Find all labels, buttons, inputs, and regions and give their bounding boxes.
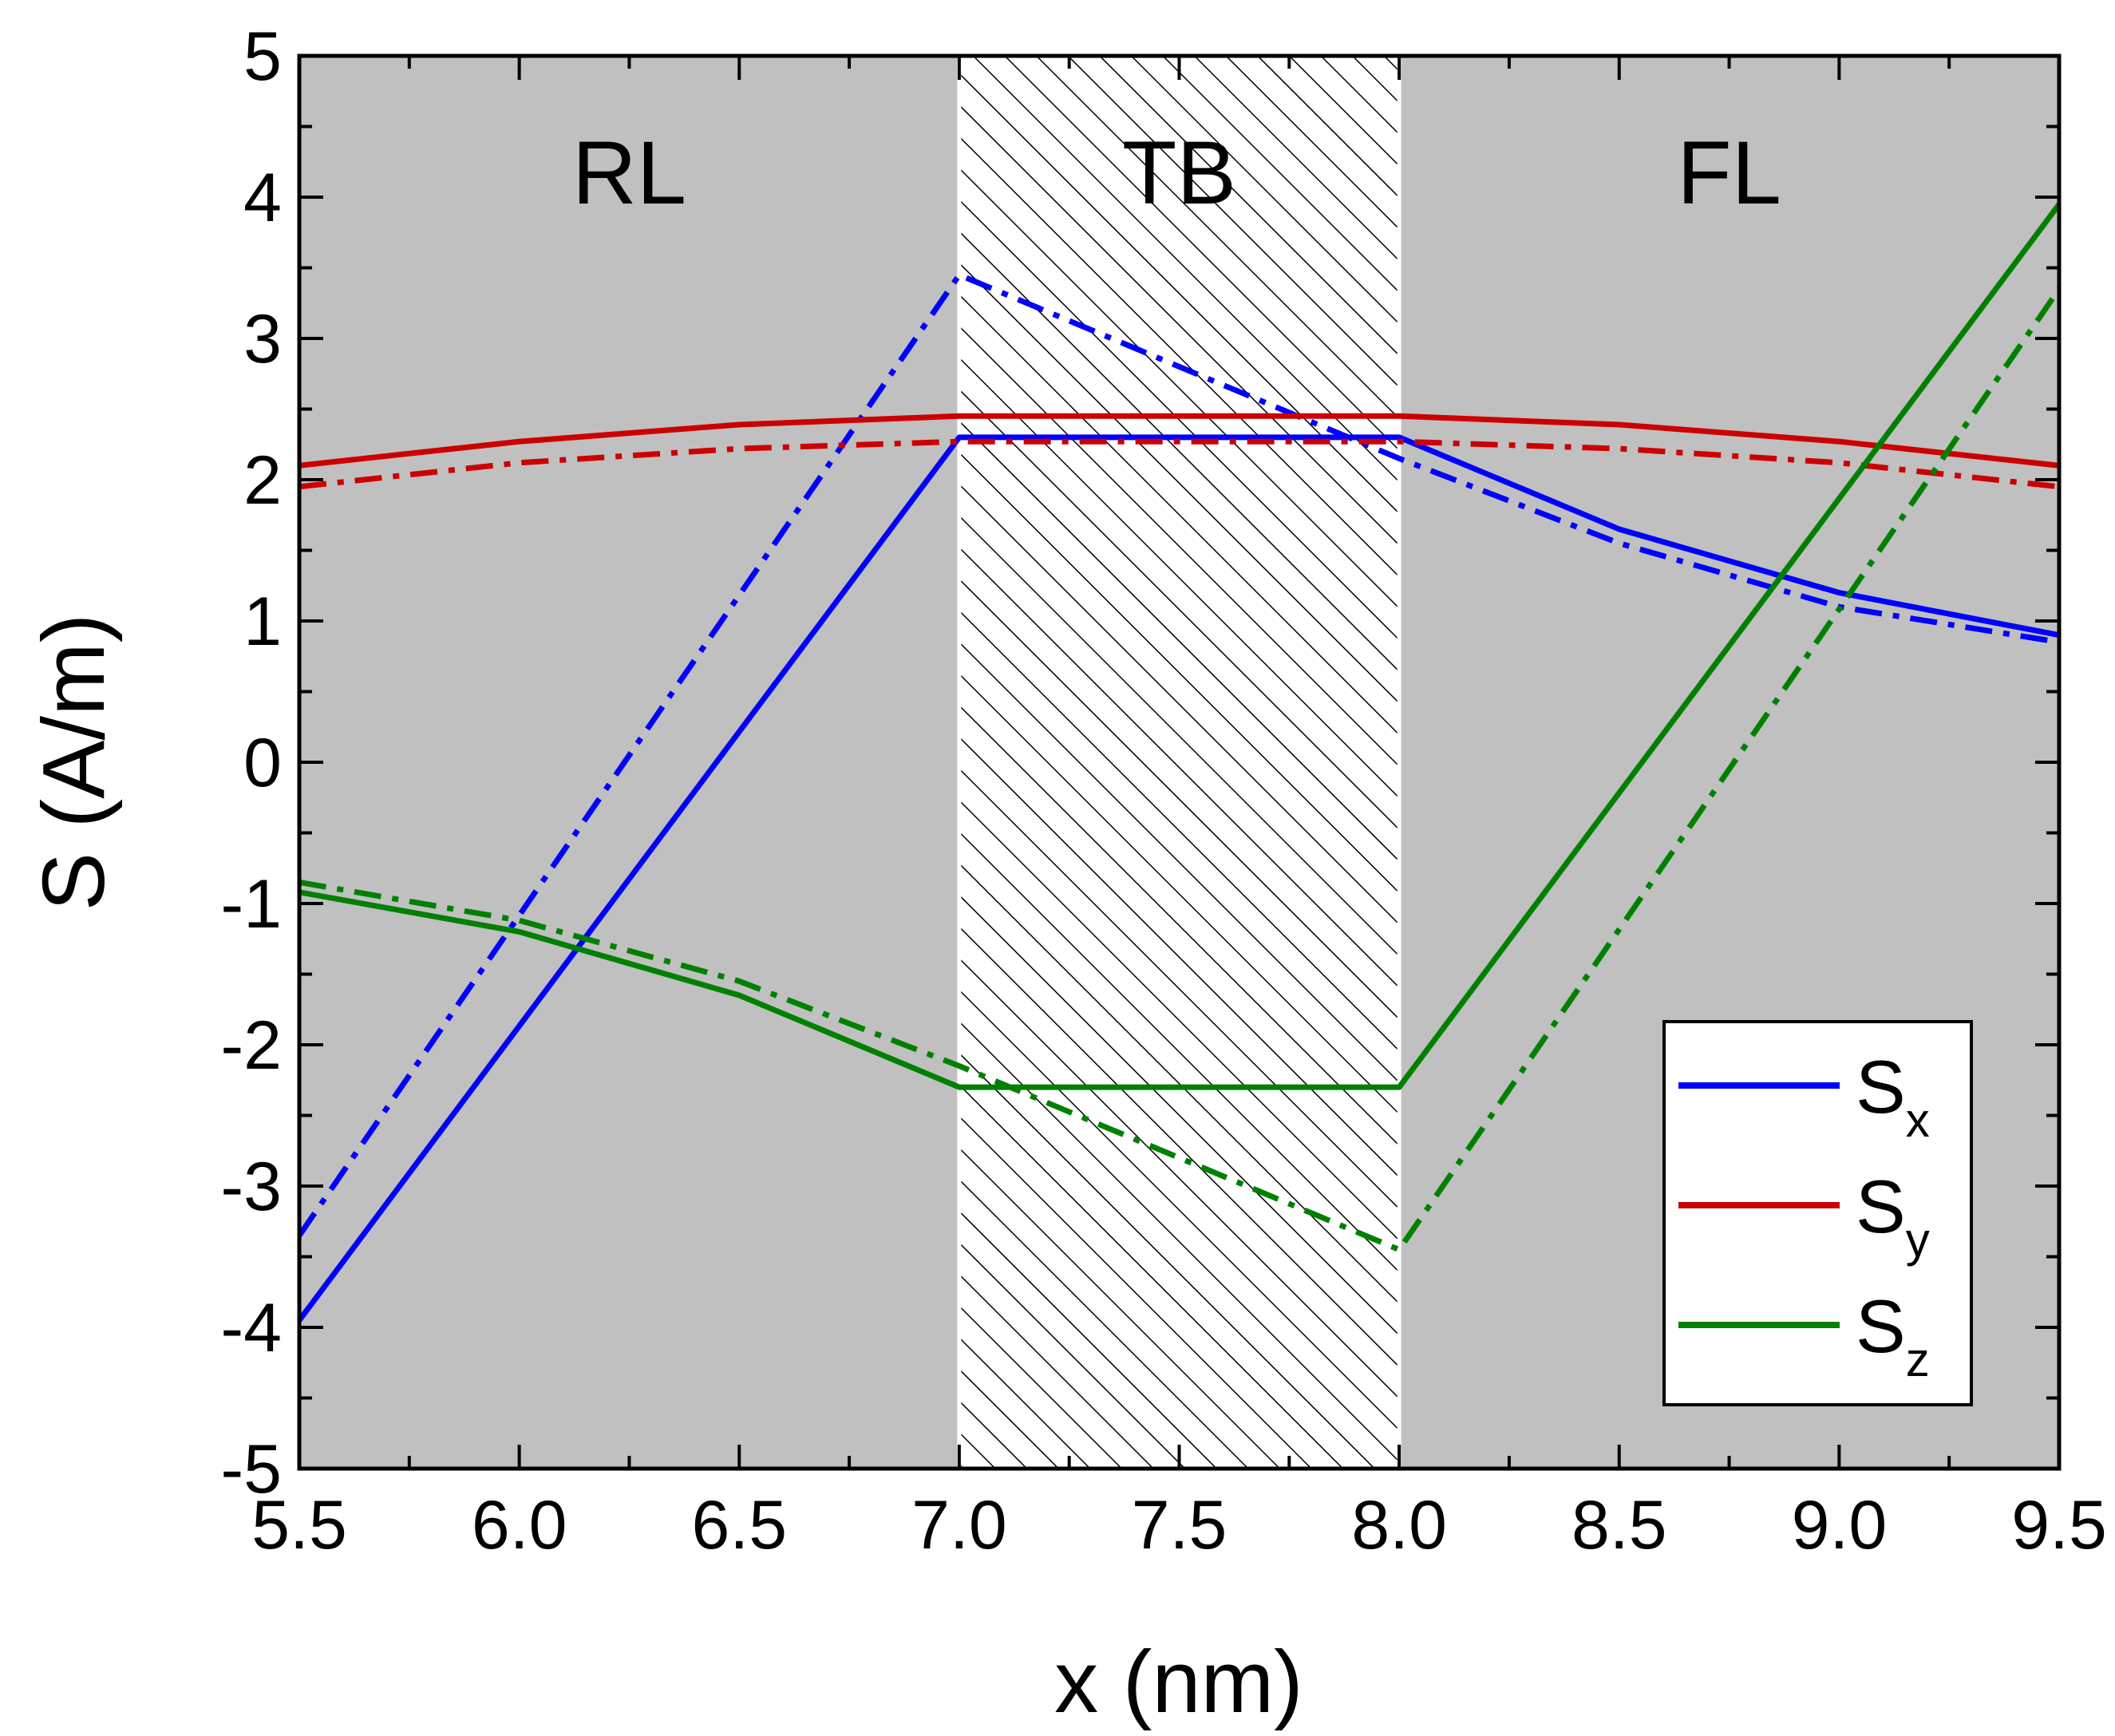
y-tick-label: 5 <box>243 18 282 95</box>
y-tick-label: -5 <box>221 1431 282 1508</box>
region-label-fl: FL <box>1677 123 1781 223</box>
x-tick-label: 8.5 <box>1571 1487 1667 1564</box>
y-tick-label: -2 <box>221 1007 282 1084</box>
x-tick-label: 6.5 <box>691 1487 787 1564</box>
y-axis-title: S (A/m) <box>25 614 123 911</box>
y-tick-label: 0 <box>243 725 282 801</box>
series-sz-dash-dot <box>299 287 2059 1253</box>
x-tick-label: 7.0 <box>911 1487 1007 1564</box>
region-label-tb: TB <box>1122 123 1236 223</box>
axes-layer: 5.5 6.0 6.5 7.0 7.5 8.0 8.5 9.0 9.5 -5 -4 -3 -2 -1 0 1 2… <box>221 18 2107 1564</box>
y-tick-label: -4 <box>221 1290 282 1366</box>
region-label-rl: RL <box>572 123 686 223</box>
x-tick-label: 5.5 <box>251 1487 347 1564</box>
region-tb <box>959 56 1400 1469</box>
y-tick-label: 3 <box>243 301 282 378</box>
x-axis-title: x (nm) <box>1054 1633 1303 1731</box>
legend-subscript: x <box>1906 1093 1930 1147</box>
y-tick-label: 2 <box>243 442 282 519</box>
x-tick-label: 8.0 <box>1351 1487 1447 1564</box>
series-sx-dash-dot <box>299 271 2059 1237</box>
y-tick-label: -3 <box>221 1149 282 1225</box>
legend-subscript: y <box>1906 1213 1930 1267</box>
series-layer <box>299 202 2059 1323</box>
y-tick-label: 4 <box>243 160 282 236</box>
x-tick-label: 7.5 <box>1132 1487 1227 1564</box>
x-tick-label: 9.0 <box>1792 1487 1888 1564</box>
y-tick-label: 1 <box>243 583 282 660</box>
x-tick-label: 6.0 <box>472 1487 567 1564</box>
series-sz-solid <box>299 202 2059 1090</box>
region-rl <box>299 56 959 1469</box>
series-sx-solid <box>299 434 2059 1323</box>
y-tick-label: -1 <box>221 866 282 943</box>
x-tick-label: 9.5 <box>2011 1487 2107 1564</box>
series-sy-solid <box>299 413 2059 469</box>
region-labels-layer: RL TB FL <box>572 123 1781 223</box>
legend-subscript: z <box>1906 1333 1930 1386</box>
series-sy-dash-dot <box>299 438 2059 490</box>
